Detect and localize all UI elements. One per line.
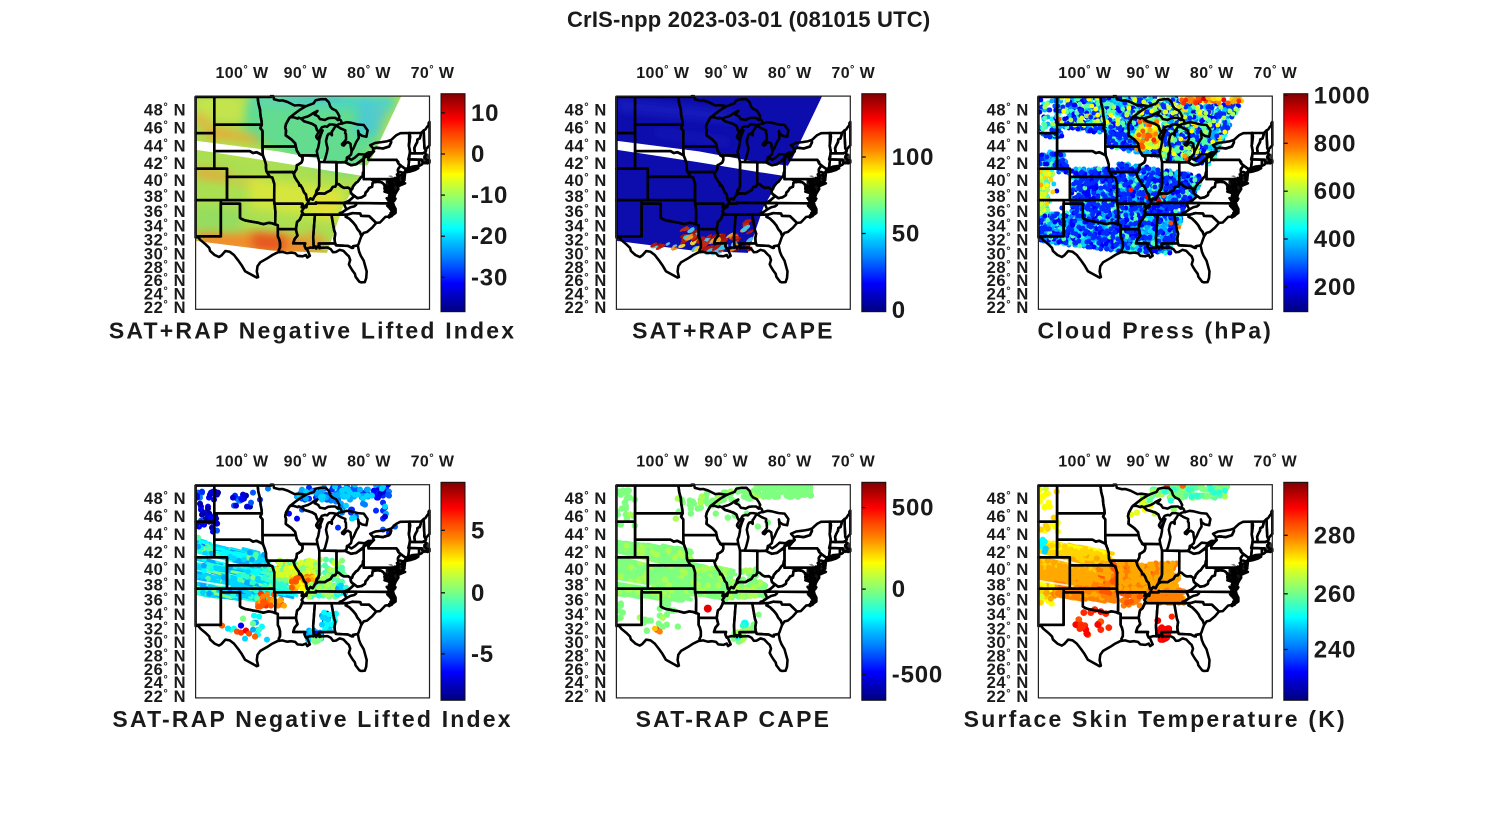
svg-text:28° N: 28° N — [144, 259, 186, 277]
svg-text:-20: -20 — [471, 223, 508, 250]
svg-text:-30: -30 — [471, 264, 508, 291]
svg-text:32° N: 32° N — [565, 232, 607, 250]
svg-text:42° N: 42° N — [565, 155, 607, 173]
svg-text:10: 10 — [471, 100, 499, 127]
svg-text:26° N: 26° N — [565, 272, 607, 290]
svg-text:32° N: 32° N — [144, 232, 186, 250]
svg-text:28° N: 28° N — [565, 259, 607, 277]
svg-text:70° W: 70° W — [831, 64, 875, 82]
svg-text:100° W: 100° W — [636, 64, 690, 82]
svg-text:80° W: 80° W — [347, 64, 391, 82]
svg-text:0: 0 — [471, 141, 485, 168]
svg-text:26° N: 26° N — [144, 272, 186, 290]
svg-text:40° N: 40° N — [144, 172, 186, 190]
svg-text:40° N: 40° N — [565, 172, 607, 190]
svg-text:48° N: 48° N — [144, 101, 186, 119]
svg-text:30° N: 30° N — [144, 246, 186, 264]
svg-text:24° N: 24° N — [565, 285, 607, 303]
svg-text:44° N: 44° N — [144, 138, 186, 156]
svg-text:90° W: 90° W — [704, 64, 748, 82]
svg-text:46° N: 46° N — [144, 119, 186, 137]
svg-text:SAT+RAP CAPE: SAT+RAP CAPE — [632, 317, 835, 343]
svg-text:70° W: 70° W — [411, 64, 455, 82]
svg-text:38° N: 38° N — [565, 188, 607, 206]
svg-text:CrIS-npp 2023-03-01 (081015 UT: CrIS-npp 2023-03-01 (081015 UTC) — [567, 7, 930, 32]
svg-text:100: 100 — [892, 144, 934, 171]
svg-text:100° W: 100° W — [215, 64, 269, 82]
svg-text:24° N: 24° N — [144, 285, 186, 303]
svg-text:38° N: 38° N — [144, 188, 186, 206]
svg-text:34° N: 34° N — [144, 217, 186, 235]
svg-text:46° N: 46° N — [565, 119, 607, 137]
svg-text:36° N: 36° N — [565, 203, 607, 221]
svg-text:36° N: 36° N — [144, 203, 186, 221]
svg-text:34° N: 34° N — [565, 217, 607, 235]
svg-text:30° N: 30° N — [565, 246, 607, 264]
svg-text:-10: -10 — [471, 182, 508, 209]
svg-text:0: 0 — [892, 297, 906, 324]
svg-text:50: 50 — [892, 221, 920, 248]
svg-text:42° N: 42° N — [144, 155, 186, 173]
svg-text:SAT+RAP Negative Lifted Index: SAT+RAP Negative Lifted Index — [109, 317, 516, 343]
svg-text:48° N: 48° N — [565, 101, 607, 119]
svg-text:22° N: 22° N — [565, 299, 607, 317]
svg-text:44° N: 44° N — [565, 138, 607, 156]
svg-text:22° N: 22° N — [144, 299, 186, 317]
svg-text:90° W: 90° W — [284, 64, 328, 82]
svg-text:80° W: 80° W — [768, 64, 812, 82]
